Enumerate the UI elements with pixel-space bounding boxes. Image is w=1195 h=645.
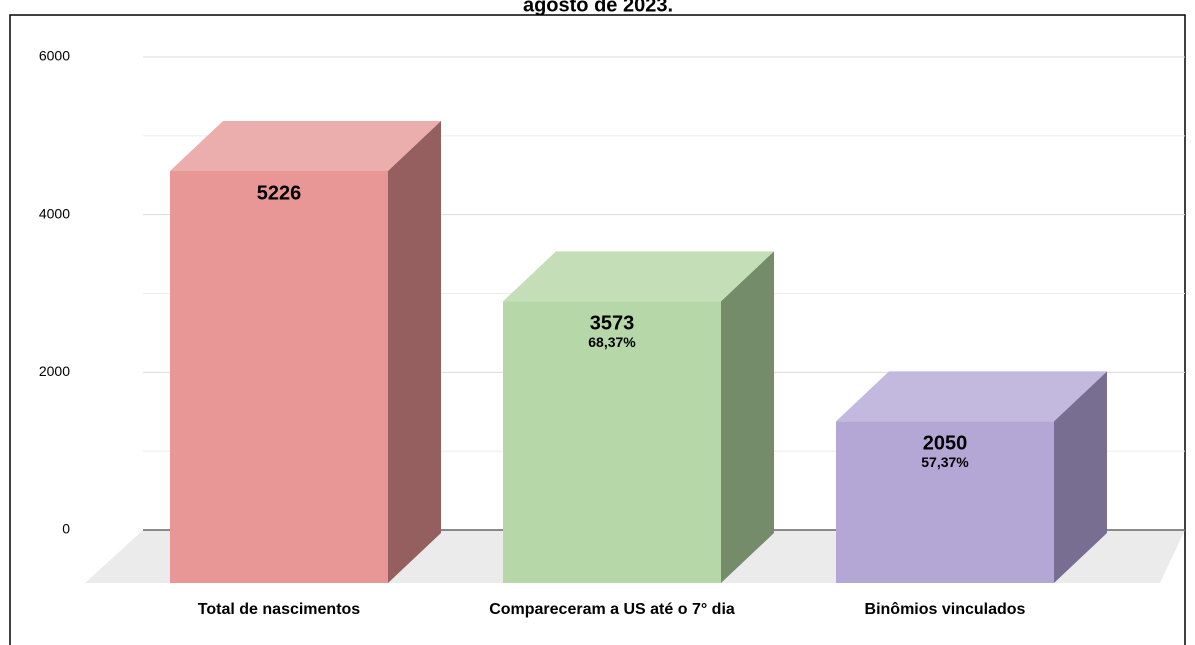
y-tick-label: 0 <box>62 521 70 537</box>
bar-top <box>836 371 1107 422</box>
y-tick-label: 4000 <box>39 205 70 221</box>
value-label: 2050 <box>923 433 968 455</box>
y-tick-label: 2000 <box>39 363 70 379</box>
bar <box>836 421 1054 583</box>
x-tick-label: Total de nascimentos <box>198 601 361 618</box>
bar-top <box>503 251 774 302</box>
bar <box>170 171 388 583</box>
bar-side <box>388 121 441 583</box>
value-label: 5226 <box>257 182 302 204</box>
bar-side <box>1054 371 1107 583</box>
percentage-label: 68,37% <box>588 334 636 350</box>
y-tick-label: 6000 <box>39 48 70 64</box>
x-tick-label: Binômios vinculados <box>865 601 1026 618</box>
bar-side <box>721 251 774 584</box>
x-tick-label: Compareceram a US até o 7° dia <box>489 601 735 618</box>
percentage-label: 57,37% <box>921 454 969 470</box>
bar <box>503 301 721 583</box>
value-label: 3573 <box>590 313 635 335</box>
bar-top <box>170 121 441 172</box>
frame <box>9 14 1186 645</box>
chart-title: agosto de 2023. <box>523 0 673 16</box>
